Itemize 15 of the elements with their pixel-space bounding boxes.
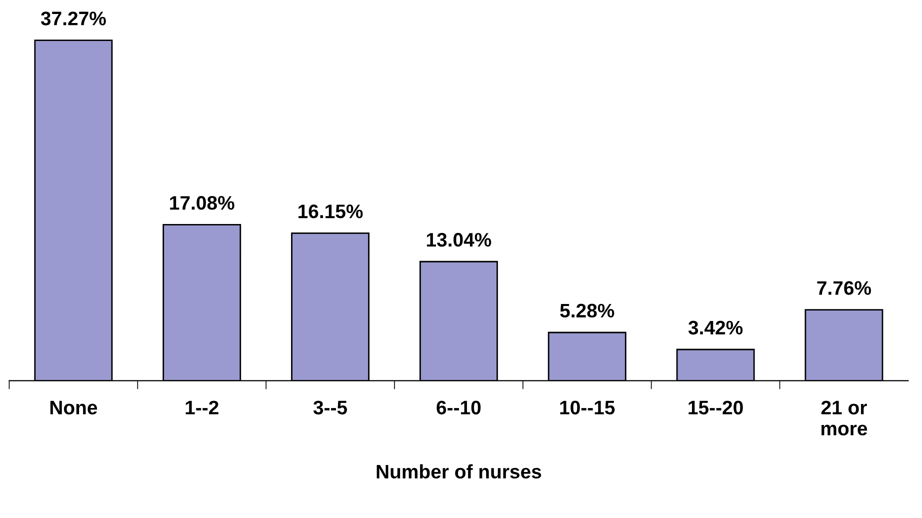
x-axis-title: Number of nurses: [376, 464, 542, 479]
x-tick-label: 10--15: [560, 400, 615, 414]
data-label: 5.28%: [560, 304, 614, 318]
x-tick-label: 15--20: [688, 400, 743, 414]
x-tick-label: 21 or more: [821, 400, 868, 436]
x-tick-label: 6--10: [436, 400, 481, 414]
data-label: 13.04%: [426, 232, 492, 247]
x-tick-label: None: [50, 400, 98, 414]
x-tick-label: 1--2: [186, 400, 218, 414]
data-label: 3.42%: [688, 320, 743, 335]
data-label: 37.27%: [40, 12, 106, 26]
data-label: 7.76%: [817, 281, 872, 295]
data-label: 16.15%: [298, 204, 363, 218]
data-label: 17.08%: [170, 196, 234, 210]
x-tick-label: 3--5: [313, 400, 348, 414]
